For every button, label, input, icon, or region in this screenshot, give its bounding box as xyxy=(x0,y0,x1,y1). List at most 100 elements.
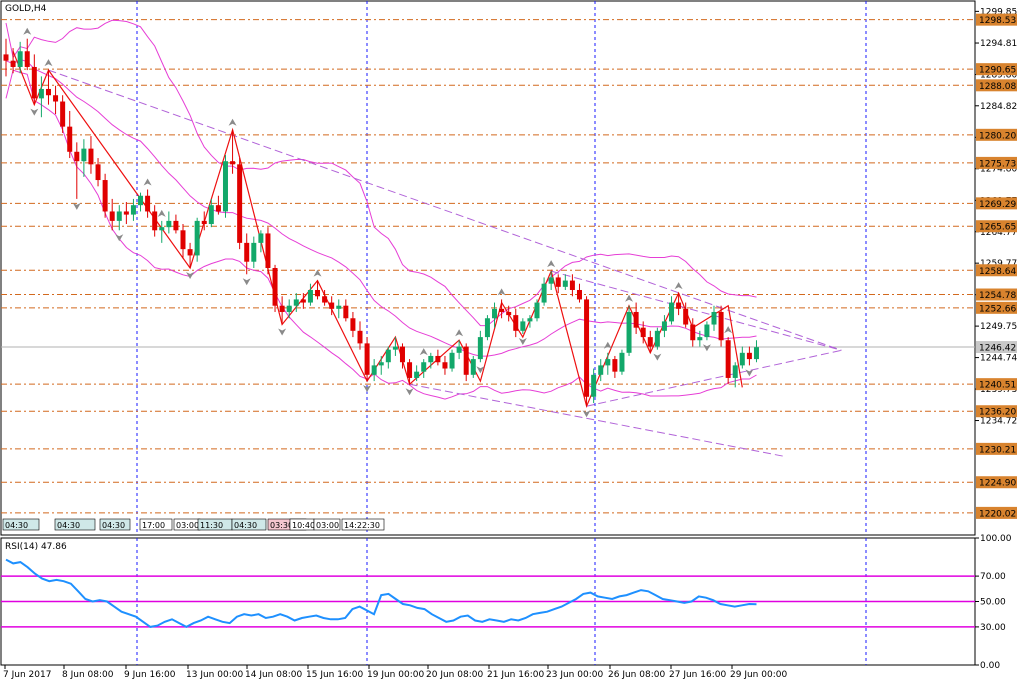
candle-body xyxy=(725,340,731,378)
candle-body xyxy=(612,359,618,372)
price-level-label: 1290.65 xyxy=(979,66,1016,76)
candle-body xyxy=(138,195,144,206)
candle-body xyxy=(619,352,625,372)
fractal-down-icon xyxy=(186,272,195,279)
price-level-label: 1254.78 xyxy=(979,291,1016,301)
candle-body xyxy=(95,164,101,181)
time-label-box xyxy=(313,518,341,531)
vertical-grid-main xyxy=(136,1,867,535)
rsi-axis: 100.00 70.00 50.00 30.00 0.00 xyxy=(975,534,1012,671)
price-level-tag xyxy=(976,156,1017,169)
candle-body xyxy=(208,205,214,225)
rsi-pane[interactable]: 100.00 70.00 50.00 30.00 0.00 RSI(14) 47.86 xyxy=(0,534,1012,671)
candle-body xyxy=(329,302,335,309)
time-label-text: 11:30 xyxy=(200,521,223,530)
rsi-tick-label: 100.00 xyxy=(980,534,1012,544)
candle-body xyxy=(605,359,611,366)
price-level-label: 1280.20 xyxy=(979,131,1016,141)
price-level-labels: 1298.53 1290.65 1288.08 1280.20 1275.73 1269.… xyxy=(976,13,1017,519)
candle-body xyxy=(470,359,476,375)
fractal-down-icon xyxy=(115,234,124,242)
candle-body xyxy=(350,318,356,331)
fractal-down-icon xyxy=(363,385,372,393)
fractal-up-icon xyxy=(44,59,53,67)
candle-body xyxy=(520,321,526,331)
x-tick-label: 20 Jun 08:00 xyxy=(426,670,483,680)
candle-body xyxy=(307,289,313,303)
time-label-text: 04:30 xyxy=(234,521,257,530)
price-level-label: 1298.53 xyxy=(979,16,1016,26)
candle-body xyxy=(10,60,16,67)
y-tick-label: 1284.82 xyxy=(980,102,1017,112)
price-level-tag xyxy=(976,197,1017,210)
candle-body xyxy=(53,95,59,102)
y-tick-label: 1264.77 xyxy=(980,228,1017,238)
time-label-text: 03:00 xyxy=(316,521,339,530)
price-level-tag xyxy=(976,442,1017,455)
time-label-text: 03:00 xyxy=(176,521,199,530)
fractal-down-icon xyxy=(278,328,287,336)
candle-body xyxy=(201,220,207,225)
trendline xyxy=(409,383,785,457)
candle-body xyxy=(378,362,384,366)
rsi-levels xyxy=(1,575,975,628)
candle-body xyxy=(739,352,745,366)
candle-body xyxy=(562,280,568,287)
candle-body xyxy=(407,362,413,378)
fractal-up-icon xyxy=(228,118,237,126)
fractal-down-icon xyxy=(518,337,527,345)
candle-body xyxy=(279,305,285,312)
candle-body xyxy=(463,346,469,375)
candle-body xyxy=(442,362,448,369)
candle-body xyxy=(81,148,87,162)
y-tick-label: 1289.80 xyxy=(980,71,1017,81)
fractal-up-icon xyxy=(724,326,733,334)
bb-upper-band xyxy=(5,19,757,327)
price-level-label: 1252.66 xyxy=(979,304,1016,314)
current-price-tag xyxy=(976,341,1017,354)
candle-body xyxy=(718,311,724,341)
candle-body xyxy=(88,148,94,165)
candle-body xyxy=(258,233,264,243)
candle-body xyxy=(130,205,136,215)
fractal-down-icon xyxy=(582,410,591,418)
y-tick-label: 1234.72 xyxy=(980,417,1017,427)
rsi-tick-label: 0.00 xyxy=(980,661,1000,671)
time-label-box xyxy=(99,518,131,531)
candle-body xyxy=(166,220,172,228)
fractal-up-icon xyxy=(455,329,464,337)
candle-body xyxy=(449,352,455,369)
time-label-text: 14:22:30 xyxy=(344,521,380,530)
fractal-up-icon xyxy=(674,282,683,290)
candle-body xyxy=(265,233,271,268)
price-level-label: 1258.64 xyxy=(979,267,1016,277)
trendlines xyxy=(48,69,842,457)
candle-body xyxy=(385,349,391,363)
trendline xyxy=(586,349,842,407)
fractal-down-icon xyxy=(476,366,485,374)
y-tick-label: 1244.74 xyxy=(980,354,1017,364)
x-tick-label: 27 Jun 16:00 xyxy=(669,670,726,680)
trendline xyxy=(551,270,842,351)
fractal-up-icon xyxy=(157,209,166,217)
fractal-up-icon xyxy=(497,288,506,296)
candle-body xyxy=(576,289,582,300)
candle-body xyxy=(704,324,710,338)
price-level-label: 1288.08 xyxy=(979,82,1016,92)
time-label-box xyxy=(2,518,40,531)
candle-body xyxy=(116,211,122,221)
x-tick-label: 9 Jun 16:00 xyxy=(124,670,176,680)
candle-body xyxy=(584,299,590,397)
candle-body xyxy=(569,280,575,290)
rsi-tick-label: 50.00 xyxy=(980,598,1006,608)
candle-body xyxy=(222,161,228,212)
candle-body xyxy=(286,305,292,312)
price-level-tag xyxy=(976,301,1017,314)
price-level-label: 1275.73 xyxy=(979,159,1016,169)
candle-body xyxy=(173,220,179,231)
y-tick-label: 1249.75 xyxy=(980,322,1017,332)
candles xyxy=(3,38,759,407)
price-pane[interactable]: 1299.851294.811289.801284.821279.801274.… xyxy=(0,0,1017,536)
